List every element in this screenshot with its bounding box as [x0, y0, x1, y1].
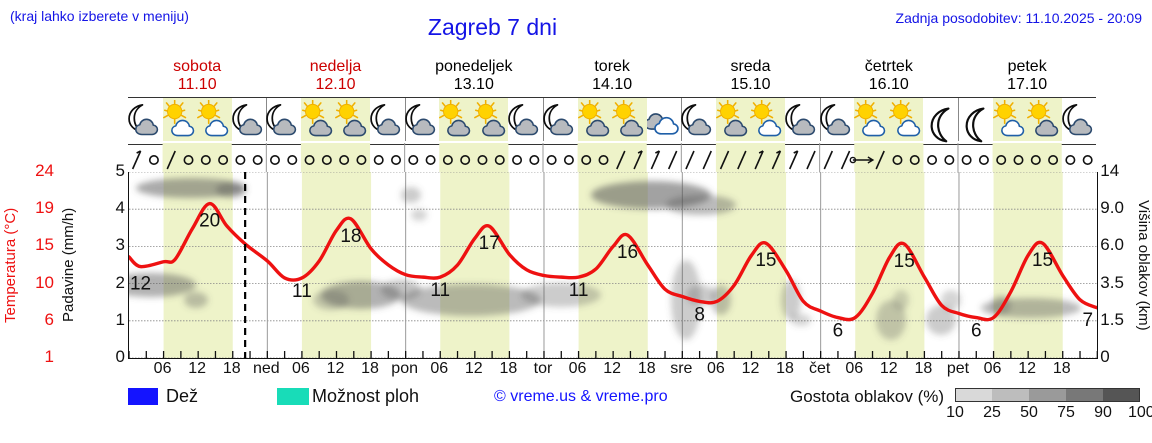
- svg-text:8: 8: [694, 304, 705, 325]
- svg-text:16: 16: [617, 242, 638, 263]
- svg-text:12: 12: [130, 274, 151, 295]
- svg-text:18: 18: [340, 226, 361, 247]
- svg-text:11: 11: [292, 281, 312, 302]
- svg-text:7: 7: [1082, 310, 1093, 331]
- svg-text:15: 15: [755, 250, 776, 271]
- svg-text:20: 20: [199, 211, 220, 232]
- svg-text:17: 17: [479, 233, 500, 254]
- svg-text:6: 6: [971, 321, 982, 342]
- svg-text:15: 15: [894, 251, 915, 272]
- svg-text:15: 15: [1032, 250, 1053, 271]
- svg-text:11: 11: [430, 280, 450, 301]
- svg-text:11: 11: [569, 280, 589, 301]
- svg-text:6: 6: [833, 321, 844, 342]
